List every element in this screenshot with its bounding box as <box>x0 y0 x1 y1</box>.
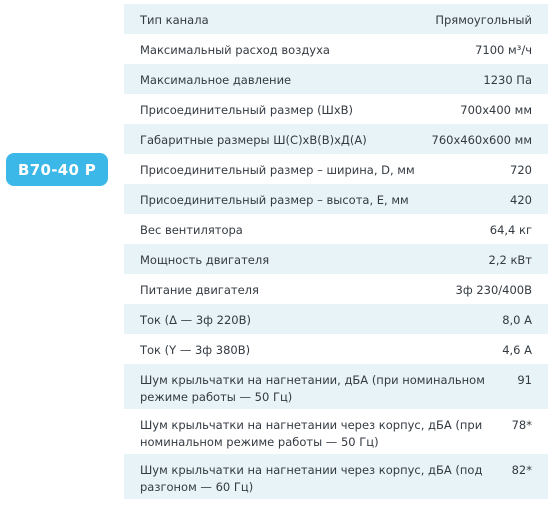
spec-value: 82* <box>511 463 532 477</box>
spec-label: Габаритные размеры Ш(С)хВ(В)хД(А) <box>140 133 367 147</box>
spec-row: Максимальный расход воздуха 7100 м³/ч <box>124 34 548 64</box>
spec-row: Шум крыльчатки на нагнетании, дБА (при н… <box>124 364 548 409</box>
spec-row: Шум крыльчатки на нагнетании через корпу… <box>124 454 548 499</box>
spec-row: Присоединительный размер – ширина, D, мм… <box>124 154 548 184</box>
spec-label: Максимальный расход воздуха <box>140 43 330 57</box>
spec-value: 3ф 230/400В <box>455 283 532 297</box>
spec-label: Шум крыльчатки на нагнетании через корпу… <box>140 418 483 449</box>
spec-label: Ток (Δ — 3ф 220В) <box>140 313 251 327</box>
spec-label: Присоединительный размер – ширина, D, мм <box>140 163 415 177</box>
spec-value: 8,0 А <box>502 313 532 327</box>
spec-row: Габаритные размеры Ш(С)хВ(В)хД(А) 760х460… <box>124 124 548 154</box>
spec-row: Вес вентилятора 64,4 кг <box>124 214 548 244</box>
spec-value: 720 <box>510 163 532 177</box>
spec-value: 700х400 мм <box>460 103 532 117</box>
spec-label: Присоединительный размер – высота, E, мм <box>140 193 409 207</box>
spec-value: 420 <box>510 193 532 207</box>
spec-value: 4,6 А <box>502 343 532 357</box>
spec-row: Мощность двигателя 2,2 кВт <box>124 244 548 274</box>
spec-value: 64,4 кг <box>489 223 532 237</box>
spec-value: 2,2 кВт <box>488 253 532 267</box>
spec-value: 760х460х600 мм <box>431 133 532 147</box>
spec-row: Присоединительный размер (ШхВ) 700х400 мм <box>124 94 548 124</box>
spec-row: Ток (Y — 3ф 380В) 4,6 А <box>124 334 548 364</box>
spec-row: Максимальное давление 1230 Па <box>124 64 548 94</box>
spec-label: Ток (Y — 3ф 380В) <box>140 343 251 357</box>
spec-row: Шум крыльчатки на нагнетании через корпу… <box>124 409 548 454</box>
spec-label: Шум крыльчатки на нагнетании, дБА (при н… <box>140 373 485 404</box>
spec-row: Ток (Δ — 3ф 220В) 8,0 А <box>124 304 548 334</box>
spec-value: 1230 Па <box>483 73 532 87</box>
spec-row: Тип канала Прямоугольный <box>124 4 548 34</box>
spec-row: Питание двигателя 3ф 230/400В <box>124 274 548 304</box>
specs-table: Тип канала Прямоугольный Максимальный расх… <box>124 4 548 499</box>
spec-label: Мощность двигателя <box>140 253 270 267</box>
spec-label: Вес вентилятора <box>140 223 243 237</box>
spec-value: Прямоугольный <box>435 13 532 27</box>
model-badge: В70-40 Р <box>6 153 108 186</box>
spec-label: Шум крыльчатки на нагнетании через корпу… <box>140 463 483 494</box>
spec-label: Тип канала <box>140 13 209 27</box>
spec-row: Присоединительный размер – высота, E, мм… <box>124 184 548 214</box>
spec-value: 91 <box>517 373 532 387</box>
spec-value: 78* <box>511 418 532 432</box>
spec-label: Присоединительный размер (ШхВ) <box>140 103 354 117</box>
spec-value: 7100 м³/ч <box>475 43 532 57</box>
spec-label: Питание двигателя <box>140 283 259 297</box>
spec-label: Максимальное давление <box>140 73 292 87</box>
